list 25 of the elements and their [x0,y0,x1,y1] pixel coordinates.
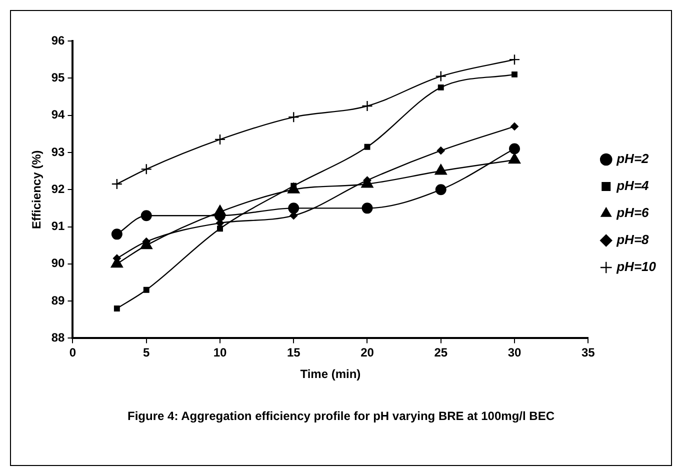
x-tick-label: 0 [69,346,76,360]
x-tick-label: 20 [360,346,374,360]
legend-label: pH=8 [616,232,650,248]
x-tick-label: 35 [581,346,596,360]
y-tick-label: 95 [51,70,66,84]
y-tick-label: 89 [51,293,66,308]
y-tick-label: 96 [51,33,66,48]
y-axis-title: Efficiency (%) [30,150,44,229]
x-tick-label: 5 [143,346,150,360]
legend-label: pH=2 [616,151,650,166]
y-tick-label: 88 [51,330,66,345]
y-tick-label: 93 [51,144,66,159]
x-tick-label: 25 [434,346,448,360]
x-axis-title: Time (min) [300,367,361,382]
x-tick-label: 30 [508,346,522,360]
y-tick-label: 92 [51,182,66,196]
y-tick-label: 90 [51,256,66,270]
y-tick-label: 91 [51,219,66,234]
x-tick-label: 10 [213,346,227,360]
caption: Figure 4: Aggregation efficiency profile for pH varying BRE at 100mg/l BEC [126,409,556,423]
x-tick-label: 15 [286,346,301,360]
legend-label: pH=10 [616,259,657,274]
legend-label: pH=6 [616,205,650,220]
y-tick-label: 94 [51,108,66,122]
legend-label: pH=4 [616,178,650,194]
